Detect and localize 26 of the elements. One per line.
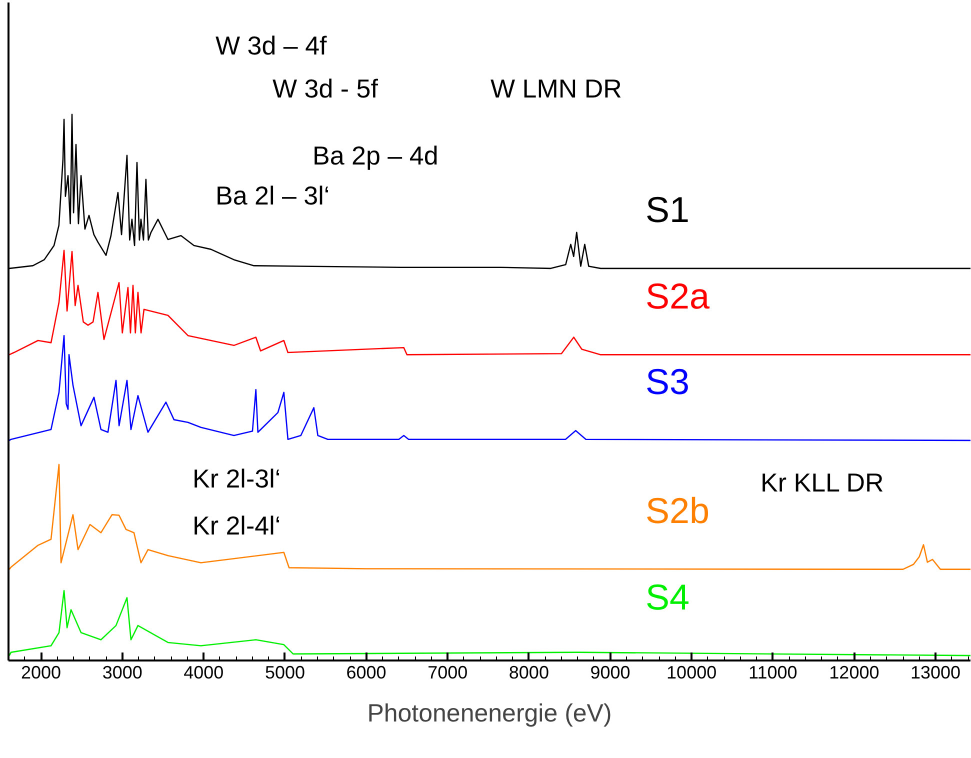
x-tick-label: 6000 [346,662,386,682]
series-label: S4 [646,576,690,618]
x-tick-label: 9000 [590,662,630,682]
series-label: S1 [646,189,690,230]
x-tick-label: 8000 [508,662,549,682]
annotation: Ba 2l – 3l‘ [216,180,330,210]
x-tick-label: 2000 [21,662,62,682]
series-label: S2a [646,275,711,316]
text: W 3d – 4f [216,30,328,60]
x-tick-label: 13000 [910,662,961,682]
x-axis-title: Photonenenergie (eV) [367,700,612,728]
series-label: S3 [646,361,690,402]
x-tick-label: 7000 [428,662,468,682]
text: W 3d - 5f [272,74,379,104]
annotation: Kr KLL DR [760,468,884,498]
x-tick-label: 11000 [748,662,798,682]
x-tick-label: 12000 [829,662,880,682]
x-tick-label: 3000 [102,662,142,682]
x-tick-label: 10000 [666,662,717,682]
annotation: Kr 2l-3l‘ [192,464,281,494]
annotation: Kr 2l-4l‘ [192,510,281,540]
x-tick-label: 4000 [184,662,224,682]
x-tick-label: 5000 [264,662,306,682]
annotation: Ba 2p – 4d [312,140,438,170]
text: W LMN DR [490,74,622,104]
series-label: S2b [646,490,710,532]
